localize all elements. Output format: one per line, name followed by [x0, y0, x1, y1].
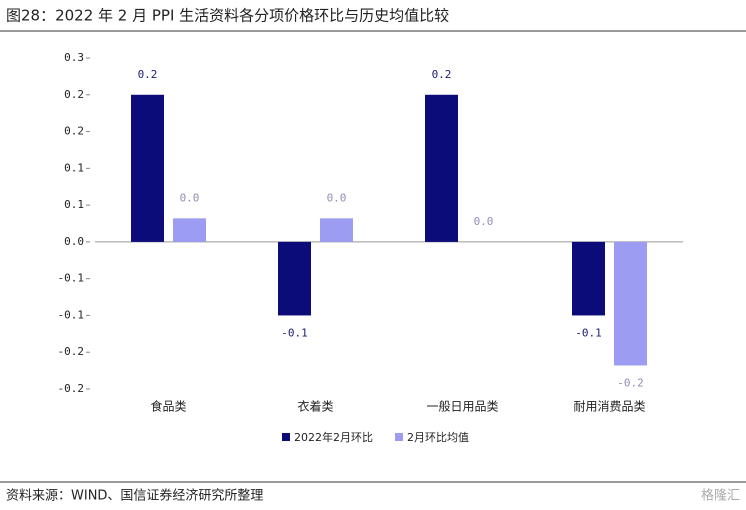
y-tick-label: -0.1 [58, 308, 85, 321]
data-label: 0.0 [327, 191, 347, 204]
x-tick-label: 食品类 [150, 399, 186, 414]
y-tick-label: 0.2 [64, 125, 84, 138]
watermark: 格隆汇 [701, 488, 740, 504]
data-label: -0.1 [281, 326, 308, 339]
y-tick-label: -0.2 [58, 345, 85, 358]
legend-swatch [282, 433, 290, 441]
bar [173, 218, 206, 242]
data-label: 0.2 [432, 68, 452, 81]
data-label: 0.0 [474, 215, 494, 228]
y-tick-label: 0.3 [64, 51, 84, 64]
x-tick-label: 衣着类 [297, 399, 333, 414]
bar [614, 241, 647, 366]
y-tick-label: 0.1 [64, 161, 84, 174]
y-tick-label: 0.0 [64, 235, 84, 248]
bar [131, 94, 164, 242]
legend-swatch [395, 433, 403, 441]
bar [278, 241, 311, 316]
data-label: 0.0 [180, 191, 200, 204]
x-tick-label: 耐用消费品类 [573, 400, 645, 414]
legend-label: 2月环比均值 [407, 431, 469, 444]
data-label: -0.2 [617, 376, 644, 389]
bar [320, 218, 353, 242]
source: 资料来源：WIND、国信证券经济研究所整理 [6, 488, 263, 504]
y-tick-label: 0.1 [64, 198, 84, 211]
y-tick-label: 0.2 [64, 88, 84, 101]
chart-title: 图28：2022 年 2 月 PPI 生活资料各分项价格环比与历史均值比较 [6, 7, 449, 25]
y-tick-label: -0.2 [58, 382, 85, 395]
legend-label: 2022年2月环比 [294, 430, 373, 444]
bar [572, 241, 605, 316]
y-tick-label: -0.1 [58, 272, 85, 285]
data-label: -0.1 [575, 326, 602, 339]
bar [425, 94, 458, 242]
data-label: 0.2 [138, 68, 158, 81]
x-tick-label: 一般日用品类 [426, 399, 498, 414]
